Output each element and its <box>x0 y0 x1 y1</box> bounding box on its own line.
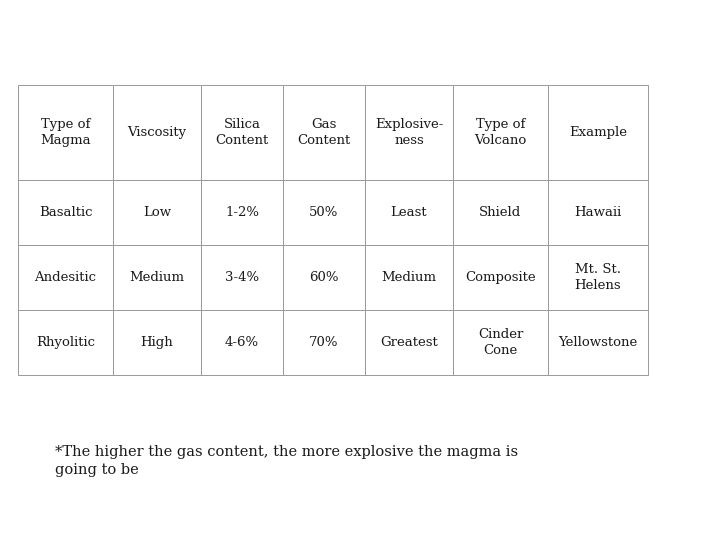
Text: Basaltic: Basaltic <box>39 206 92 219</box>
Text: Greatest: Greatest <box>380 336 438 349</box>
Bar <box>453 310 548 375</box>
Text: Medium: Medium <box>382 271 436 284</box>
Bar <box>365 85 453 180</box>
Text: Medium: Medium <box>130 271 184 284</box>
Bar <box>18 180 113 245</box>
Bar <box>283 180 365 245</box>
Bar <box>365 245 453 310</box>
Text: Silica
Content: Silica Content <box>215 118 269 147</box>
Bar <box>201 310 283 375</box>
Text: Low: Low <box>143 206 171 219</box>
Text: Explosive-
ness: Explosive- ness <box>375 118 444 147</box>
Text: Composite: Composite <box>465 271 536 284</box>
Bar <box>548 245 648 310</box>
Text: High: High <box>140 336 174 349</box>
Bar <box>201 180 283 245</box>
Text: Example: Example <box>569 126 627 139</box>
Text: Cinder
Cone: Cinder Cone <box>478 328 523 357</box>
Bar <box>365 310 453 375</box>
Bar <box>548 310 648 375</box>
Text: Type of
Volcano: Type of Volcano <box>474 118 526 147</box>
Text: Hawaii: Hawaii <box>575 206 621 219</box>
Text: Least: Least <box>391 206 427 219</box>
Bar <box>283 85 365 180</box>
Bar <box>283 245 365 310</box>
Bar <box>548 85 648 180</box>
Bar <box>18 245 113 310</box>
Bar <box>201 85 283 180</box>
Text: 50%: 50% <box>310 206 338 219</box>
Text: Yellowstone: Yellowstone <box>559 336 638 349</box>
Text: 4-6%: 4-6% <box>225 336 259 349</box>
Bar <box>113 180 201 245</box>
Bar <box>453 245 548 310</box>
Text: 1-2%: 1-2% <box>225 206 259 219</box>
Text: Type of
Magma: Type of Magma <box>40 118 91 147</box>
Bar <box>365 180 453 245</box>
Text: Rhyolitic: Rhyolitic <box>36 336 95 349</box>
Bar <box>453 85 548 180</box>
Text: 3-4%: 3-4% <box>225 271 259 284</box>
Bar <box>283 310 365 375</box>
Bar <box>18 85 113 180</box>
Text: 60%: 60% <box>310 271 338 284</box>
Text: Mt. St.
Helens: Mt. St. Helens <box>575 263 621 292</box>
Bar <box>548 180 648 245</box>
Bar <box>113 310 201 375</box>
Bar <box>201 245 283 310</box>
Text: Viscosity: Viscosity <box>127 126 186 139</box>
Bar <box>18 310 113 375</box>
Text: Gas
Content: Gas Content <box>297 118 351 147</box>
Text: Shield: Shield <box>480 206 521 219</box>
Bar <box>453 180 548 245</box>
Text: *The higher the gas content, the more explosive the magma is
going to be: *The higher the gas content, the more ex… <box>55 445 518 477</box>
Bar <box>113 85 201 180</box>
Bar <box>113 245 201 310</box>
Text: Andesitic: Andesitic <box>35 271 96 284</box>
Text: 70%: 70% <box>310 336 338 349</box>
